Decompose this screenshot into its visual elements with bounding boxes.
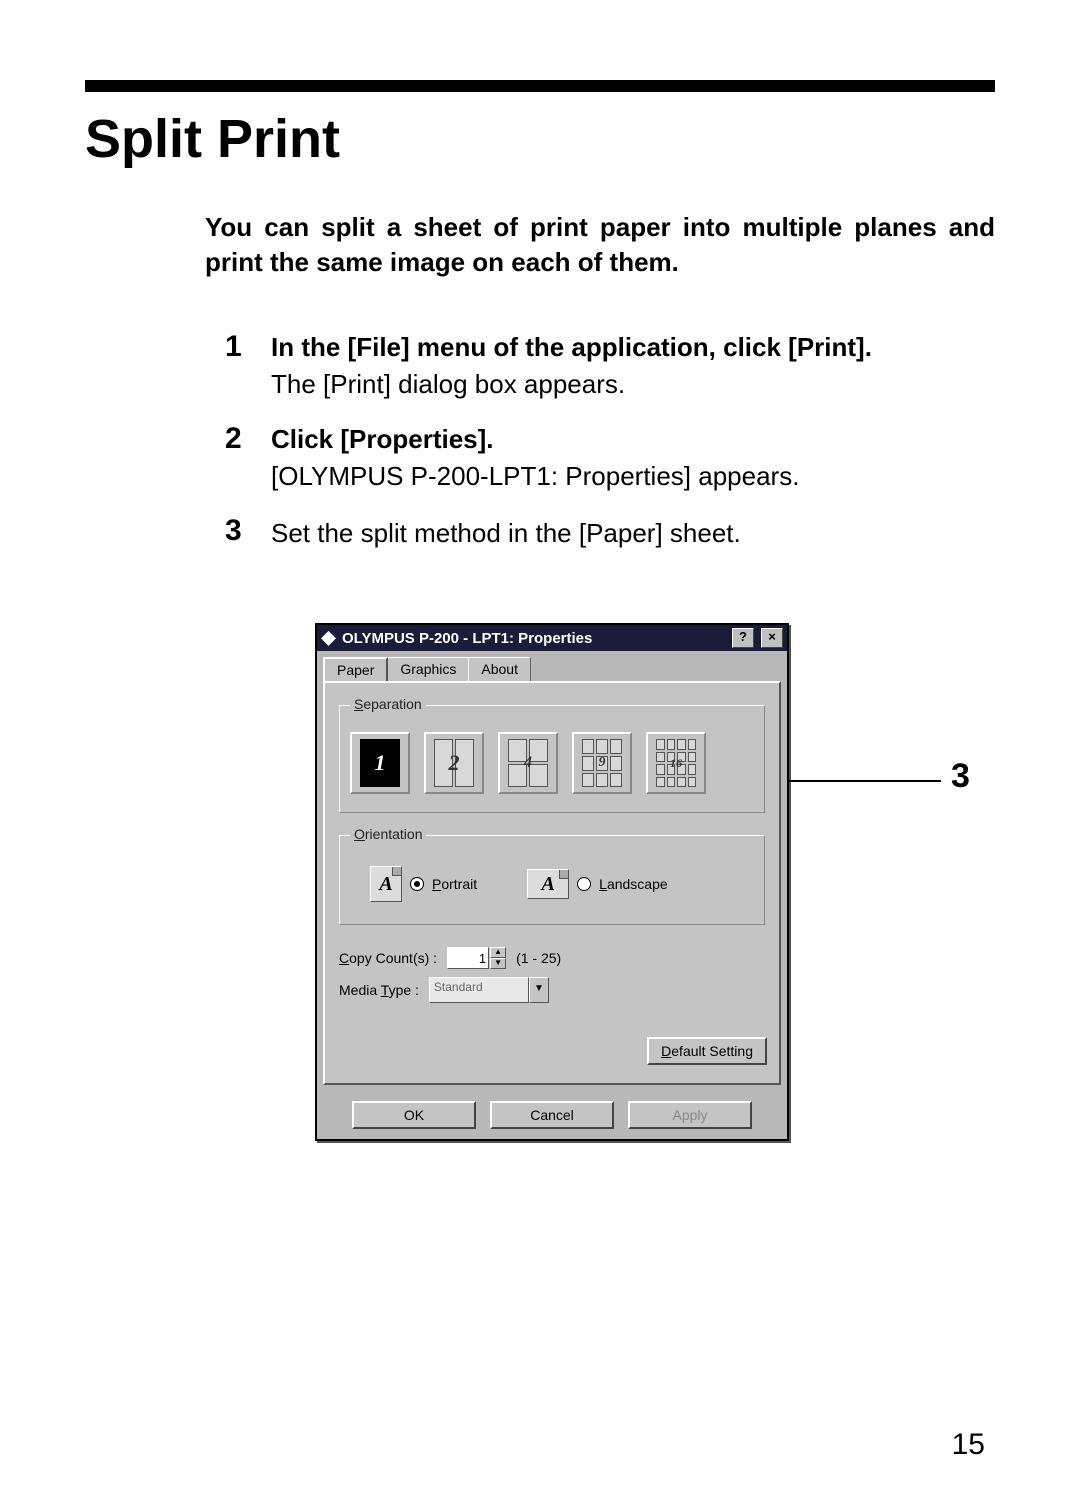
tab-row: Paper Graphics About (317, 651, 787, 681)
dialog-title: OLYMPUS P-200 - LPT1: Properties (342, 630, 725, 647)
step-subtext: Set the split method in the [Paper] shee… (271, 514, 741, 553)
titlebar[interactable]: OLYMPUS P-200 - LPT1: Properties ? × (317, 625, 787, 651)
step-subtext: [OLYMPUS P-200-LPT1: Properties] appears… (271, 457, 799, 496)
media-type-value: Standard (429, 977, 529, 1003)
dialog-footer: OK Cancel Apply (317, 1093, 787, 1139)
media-type-label: Media Type : (339, 982, 419, 998)
step-2: 2 Click [Properties]. [OLYMPUS P-200-LPT… (225, 422, 995, 496)
sep-label: 9 (599, 755, 606, 771)
step-number: 2 (225, 422, 249, 496)
separation-option-1[interactable]: 1 (350, 732, 410, 794)
cancel-button[interactable]: Cancel (490, 1101, 614, 1129)
copy-count-spinner[interactable]: ▲▼ (447, 947, 506, 969)
spin-down-icon[interactable]: ▼ (490, 958, 506, 969)
step-heading: Click [Properties]. (271, 422, 799, 457)
page-title: Split Print (85, 108, 995, 170)
copy-count-input[interactable] (447, 947, 489, 969)
radio-landscape[interactable] (577, 877, 591, 891)
spin-up-icon[interactable]: ▲ (490, 947, 506, 958)
ok-button[interactable]: OK (352, 1101, 476, 1129)
callout-line (787, 780, 941, 782)
intro-paragraph: You can split a sheet of print paper int… (205, 210, 995, 280)
orientation-portrait[interactable]: A Portrait (370, 866, 477, 902)
group-label-separation: Separation (350, 696, 426, 712)
default-setting-button[interactable]: Default Setting (647, 1037, 767, 1065)
media-type-row: Media Type : Standard ▼ (339, 977, 765, 1003)
app-icon (321, 631, 336, 646)
radio-portrait[interactable] (410, 877, 424, 891)
portrait-label: Portrait (432, 876, 477, 892)
media-type-combo[interactable]: Standard ▼ (429, 977, 549, 1003)
callout-number: 3 (951, 757, 970, 796)
separation-option-16[interactable]: 16 (646, 732, 706, 794)
sep-label: 2 (449, 750, 460, 776)
separation-option-9[interactable]: 9 (572, 732, 632, 794)
landscape-icon: A (527, 869, 569, 899)
tab-graphics[interactable]: Graphics (387, 657, 469, 681)
tab-about[interactable]: About (468, 657, 531, 681)
group-separation: Separation 1 2 4 (339, 705, 765, 813)
step-3: 3 Set the split method in the [Paper] sh… (225, 514, 995, 553)
chevron-down-icon[interactable]: ▼ (529, 977, 549, 1003)
step-subtext: The [Print] dialog box appears. (271, 365, 872, 404)
step-number: 1 (225, 330, 249, 404)
separation-option-4[interactable]: 4 (498, 732, 558, 794)
separation-option-2[interactable]: 2 (424, 732, 484, 794)
orientation-landscape[interactable]: A Landscape (527, 869, 668, 899)
dialog-figure: OLYMPUS P-200 - LPT1: Properties ? × Pap… (315, 623, 995, 1141)
page-number: 15 (952, 1428, 985, 1462)
tab-panel-paper: Separation 1 2 4 (323, 681, 781, 1085)
properties-dialog: OLYMPUS P-200 - LPT1: Properties ? × Pap… (315, 623, 789, 1141)
help-button[interactable]: ? (732, 628, 754, 648)
group-label-orientation: Orientation (350, 826, 426, 842)
steps-list: 1 In the [File] menu of the application,… (225, 330, 995, 553)
step-heading: In the [File] menu of the application, c… (271, 330, 872, 365)
step-1: 1 In the [File] menu of the application,… (225, 330, 995, 404)
step-number: 3 (225, 514, 249, 553)
sep-label: 1 (375, 750, 386, 776)
tab-paper[interactable]: Paper (323, 657, 388, 681)
landscape-label: Landscape (599, 876, 668, 892)
copy-count-range: (1 - 25) (516, 950, 561, 966)
top-horizontal-rule (85, 80, 995, 92)
copy-count-label: Copy Count(s) : (339, 950, 437, 966)
copy-count-row: Copy Count(s) : ▲▼ (1 - 25) (339, 947, 765, 969)
sep-label: 4 (524, 754, 532, 772)
apply-button[interactable]: Apply (628, 1101, 752, 1129)
portrait-icon: A (370, 866, 402, 902)
close-button[interactable]: × (761, 628, 783, 648)
sep-label: 16 (670, 756, 682, 771)
group-orientation: Orientation A Portrait A Landscape (339, 835, 765, 925)
